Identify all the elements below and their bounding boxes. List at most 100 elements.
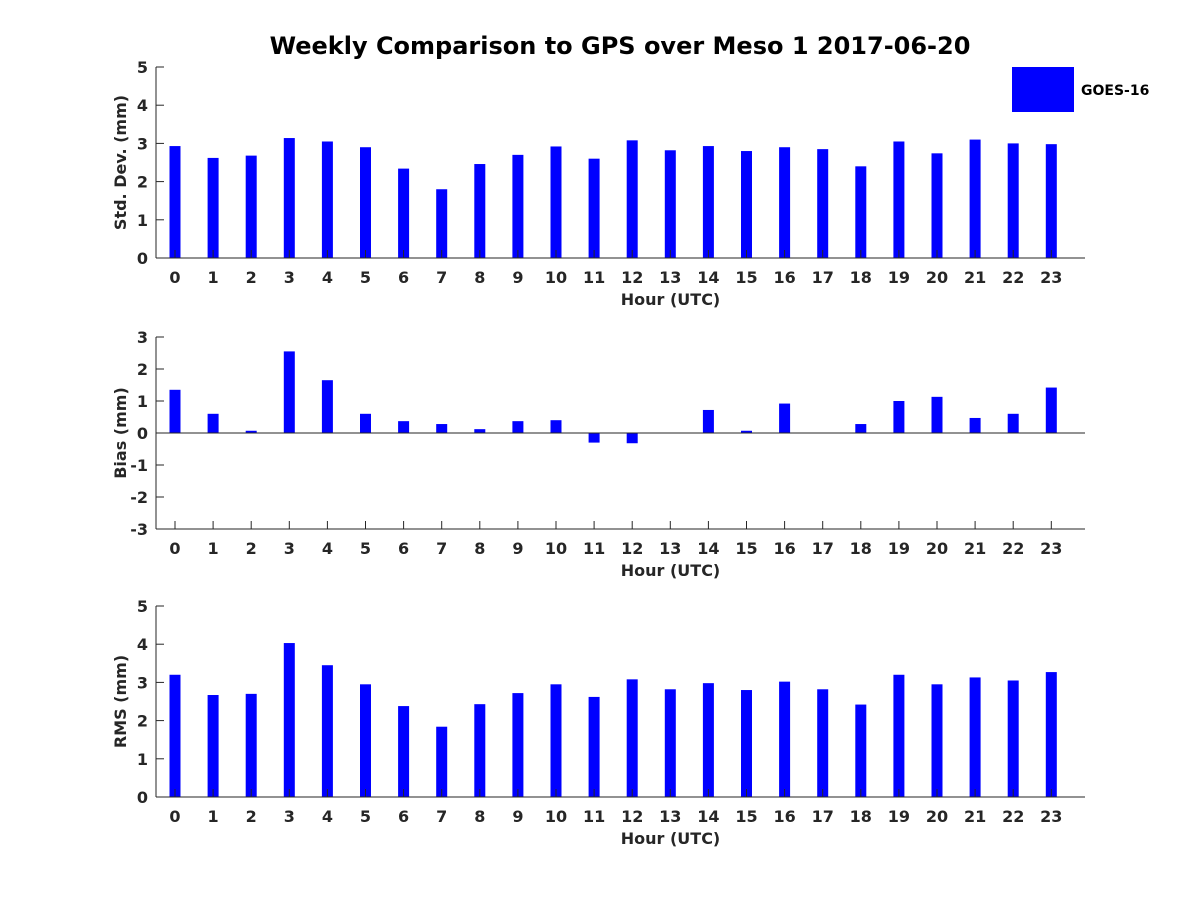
x-tick-label: 18	[850, 268, 872, 287]
x-tick-label: 3	[284, 539, 295, 558]
bar	[169, 146, 181, 258]
x-tick-label: 7	[436, 807, 447, 826]
x-tick-label: 16	[773, 268, 795, 287]
x-tick-label: 20	[926, 807, 948, 826]
bar	[626, 433, 638, 444]
bar	[245, 693, 257, 797]
x-tick-label: 11	[583, 268, 605, 287]
bar	[1007, 143, 1019, 258]
x-axis-label: Hour (UTC)	[621, 561, 721, 580]
bar	[855, 166, 867, 258]
x-tick-label: 3	[284, 807, 295, 826]
bar	[1045, 144, 1057, 258]
bar	[855, 704, 867, 797]
bar	[664, 150, 676, 258]
x-tick-label: 10	[545, 539, 567, 558]
x-tick-label: 5	[360, 268, 371, 287]
x-tick-label: 13	[659, 539, 681, 558]
bar	[1007, 413, 1019, 433]
y-tick-label: 5	[137, 597, 148, 616]
bar	[741, 430, 752, 433]
bar	[436, 726, 448, 797]
bar	[321, 380, 333, 433]
bar	[1007, 680, 1019, 797]
bar	[283, 351, 295, 433]
bar	[360, 684, 371, 797]
bar	[779, 147, 791, 258]
bar	[169, 674, 181, 797]
bar	[702, 683, 714, 797]
x-tick-label: 22	[1002, 807, 1024, 826]
bar	[893, 674, 905, 797]
x-tick-label: 17	[812, 268, 834, 287]
x-tick-label: 9	[512, 807, 523, 826]
x-tick-label: 13	[659, 807, 681, 826]
bar	[664, 689, 676, 797]
x-tick-label: 6	[398, 539, 409, 558]
x-tick-label: 16	[773, 539, 795, 558]
y-tick-label: 0	[137, 788, 148, 807]
x-tick-label: 7	[436, 539, 447, 558]
bar	[779, 681, 791, 797]
bar	[512, 421, 524, 433]
bar	[702, 146, 714, 258]
x-tick-label: 0	[169, 807, 180, 826]
bar	[245, 430, 257, 433]
x-tick-label: 18	[850, 539, 872, 558]
bar	[702, 409, 714, 433]
x-tick-label: 17	[812, 807, 834, 826]
bar	[398, 706, 410, 797]
chart-title: Weekly Comparison to GPS over Meso 1 201…	[270, 32, 971, 60]
y-axis-label: RMS (mm)	[111, 655, 130, 748]
bar	[893, 401, 905, 433]
bar	[1045, 387, 1057, 433]
x-tick-label: 0	[169, 268, 180, 287]
x-tick-label: 2	[246, 268, 257, 287]
x-tick-label: 19	[888, 807, 910, 826]
x-tick-label: 3	[284, 268, 295, 287]
bar	[436, 189, 448, 258]
x-tick-label: 1	[208, 268, 219, 287]
bar	[588, 433, 600, 443]
y-tick-label: 3	[137, 328, 148, 347]
x-tick-label: 1	[208, 807, 219, 826]
x-tick-label: 5	[360, 539, 371, 558]
x-tick-label: 14	[697, 539, 719, 558]
x-tick-label: 23	[1040, 807, 1062, 826]
x-tick-label: 20	[926, 539, 948, 558]
bar	[283, 643, 295, 797]
x-tick-label: 4	[322, 268, 333, 287]
bar	[360, 147, 371, 258]
bar	[550, 146, 562, 258]
bar	[626, 679, 638, 797]
y-tick-label: -1	[130, 456, 148, 475]
x-axis-label: Hour (UTC)	[621, 829, 721, 848]
x-tick-label: 12	[621, 807, 643, 826]
bar	[512, 154, 524, 258]
x-axis-label: Hour (UTC)	[621, 290, 721, 309]
bar	[283, 138, 295, 258]
x-tick-label: 13	[659, 268, 681, 287]
x-tick-label: 4	[322, 807, 333, 826]
x-tick-label: 12	[621, 539, 643, 558]
x-tick-label: 17	[812, 539, 834, 558]
bar	[779, 403, 791, 433]
y-tick-label: 0	[137, 249, 148, 268]
bar	[474, 164, 486, 258]
x-tick-label: 6	[398, 268, 409, 287]
bar	[207, 157, 219, 258]
x-tick-label: 9	[512, 268, 523, 287]
x-tick-label: 6	[398, 807, 409, 826]
bar	[169, 389, 181, 433]
x-tick-label: 21	[964, 807, 986, 826]
bar	[436, 424, 448, 433]
x-tick-label: 8	[474, 807, 485, 826]
x-tick-label: 1	[208, 539, 219, 558]
x-tick-label: 10	[545, 268, 567, 287]
x-tick-label: 14	[697, 268, 719, 287]
bar	[398, 421, 410, 433]
x-tick-label: 2	[246, 807, 257, 826]
x-tick-label: 22	[1002, 268, 1024, 287]
